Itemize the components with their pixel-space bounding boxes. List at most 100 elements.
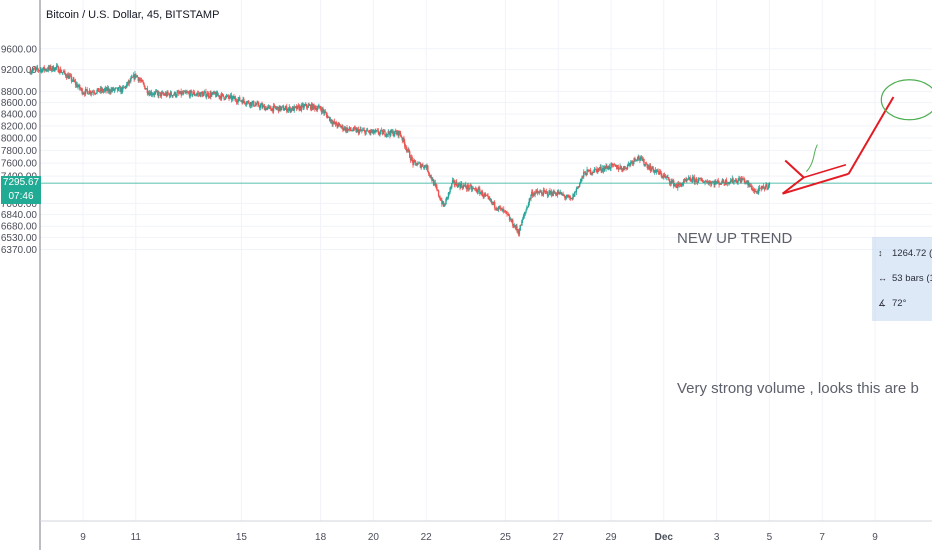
candle-body: [640, 156, 643, 159]
candle-body: [43, 66, 45, 71]
candle-body: [657, 169, 659, 172]
candle-body: [33, 68, 36, 70]
candle-body: [370, 130, 372, 133]
candle-body: [322, 108, 324, 111]
x-tick-label: 22: [421, 532, 433, 543]
candle-body: [89, 90, 92, 94]
candle-body: [589, 169, 592, 174]
candle-body: [670, 180, 672, 184]
breakout-line: [782, 172, 849, 195]
candle-body: [243, 99, 245, 102]
candle-body: [521, 220, 523, 226]
candle-body: [38, 70, 40, 72]
candle-body: [47, 66, 50, 71]
candle-body: [419, 162, 422, 168]
candle-body: [742, 178, 744, 180]
candle-body: [60, 68, 62, 73]
candle-body: [437, 190, 440, 196]
candle-body: [296, 105, 299, 110]
candle-body: [307, 104, 309, 108]
candle-body: [520, 224, 522, 226]
candle-body: [693, 177, 696, 183]
candle-body: [297, 105, 300, 107]
candle-body: [560, 191, 563, 195]
candle-body: [477, 188, 479, 193]
candle-body: [255, 104, 257, 106]
candle-body: [308, 104, 310, 106]
candle-body: [207, 93, 210, 97]
candle-body: [44, 69, 46, 71]
candle-body: [495, 208, 498, 210]
candle-body: [292, 106, 295, 111]
candle-body: [417, 163, 419, 165]
candle-body: [522, 215, 525, 219]
candle-body: [149, 93, 151, 96]
candle-body: [277, 107, 280, 112]
candle-body: [305, 104, 308, 107]
candle-body: [160, 92, 163, 97]
candle-body: [405, 147, 408, 151]
candle-body: [544, 191, 546, 192]
candle-body: [418, 162, 421, 164]
candle-body: [622, 167, 625, 171]
candle-body: [480, 191, 483, 193]
candle-body: [121, 87, 123, 92]
candle-body: [635, 159, 638, 161]
candle-body: [224, 99, 226, 100]
candle-body: [588, 169, 591, 172]
candle-body: [79, 84, 81, 89]
candle-body: [571, 198, 573, 200]
candle-body: [667, 177, 669, 179]
candle-body: [147, 93, 149, 95]
candle-body: [372, 129, 375, 134]
candle-body: [700, 178, 702, 181]
candle-body: [425, 166, 427, 169]
candle-body: [725, 179, 728, 185]
candle-body: [300, 104, 303, 110]
candle-body: [627, 163, 630, 166]
candle-body: [649, 165, 652, 171]
candle-body: [352, 127, 355, 131]
candle-body: [267, 106, 270, 108]
candle-body: [615, 165, 617, 167]
candle-body: [660, 173, 663, 177]
candle-body: [399, 131, 401, 134]
candle-body: [701, 180, 703, 181]
candle-body: [465, 187, 468, 189]
x-tick-label: 18: [315, 532, 327, 543]
candle-body: [555, 194, 558, 196]
candle-body: [746, 181, 748, 182]
candle-body: [239, 97, 241, 101]
candle-body: [645, 163, 648, 165]
candle-body: [653, 169, 655, 173]
candle-body: [719, 183, 721, 185]
candle-body: [563, 194, 565, 196]
candle-body: [242, 99, 244, 104]
candle-body: [607, 165, 610, 170]
candle-body: [538, 192, 540, 194]
candle-body: [619, 166, 621, 169]
candle-body: [475, 189, 478, 192]
candle-body: [60, 72, 63, 74]
candle-body: [556, 192, 559, 196]
candle-body: [689, 177, 691, 181]
candle-body: [336, 125, 338, 127]
x-tick-label: 3: [714, 532, 720, 543]
candle-body: [186, 92, 188, 94]
candle-body: [74, 81, 76, 83]
candle-body: [187, 92, 189, 94]
candle-body: [377, 130, 380, 134]
candle-body: [427, 165, 429, 172]
candle-body: [672, 180, 674, 182]
candle-body: [724, 179, 727, 185]
candle-body: [315, 107, 318, 111]
candle-body: [483, 193, 485, 197]
candle-body: [171, 95, 173, 97]
candle-body: [503, 209, 505, 211]
candle-body: [287, 108, 290, 111]
x-tick-label: Dec: [655, 532, 674, 543]
candle-body: [709, 181, 711, 183]
candle-body: [444, 204, 446, 206]
